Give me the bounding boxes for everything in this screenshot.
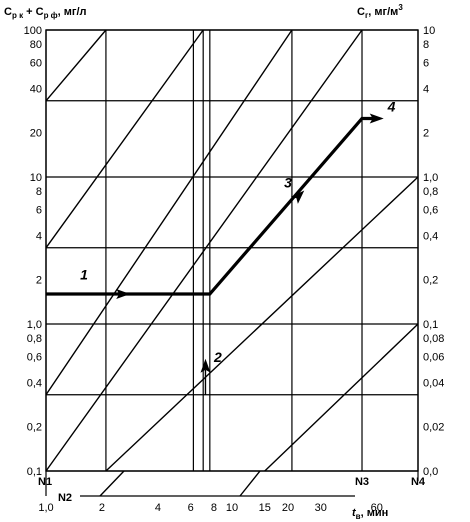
left-tick-label: 100: [24, 25, 42, 37]
left-tick-label: 8: [36, 186, 42, 198]
node-label-n4: N4: [411, 476, 426, 488]
left-tick-label: 80: [30, 39, 42, 51]
right-tick-label: 0,0: [423, 466, 438, 478]
curve-label: 3: [284, 174, 292, 190]
right-tick-label: 1,0: [423, 172, 438, 184]
left-axis-title: Cр к + Cр ф, мг/л: [4, 6, 87, 20]
solution-path: [46, 113, 384, 395]
right-tick-label: 10: [423, 25, 435, 37]
diagonal-lines: [45, 29, 419, 472]
diagonal-line: [45, 29, 363, 472]
left-tick-label: 60: [30, 58, 42, 70]
right-axis-title: Cг, мг/м3: [357, 3, 403, 20]
curve-label: 1: [80, 267, 88, 283]
right-tick-label: 0,4: [423, 230, 438, 242]
right-tick-label: 6: [423, 58, 429, 70]
x-tick-label: 15: [259, 502, 271, 514]
diagonal-extension: [239, 470, 261, 497]
left-tick-label: 0,4: [27, 377, 42, 389]
left-tick-label: 6: [36, 205, 42, 217]
frame-extensions: [45, 470, 419, 497]
left-tick-label: 10: [30, 172, 42, 184]
left-tick-label: 0,6: [27, 352, 42, 364]
right-tick-label: 0,1: [423, 319, 438, 331]
x-tick-label: 2: [99, 502, 105, 514]
left-tick-label: 0,8: [27, 333, 42, 345]
left-tick-label: 1,0: [27, 319, 42, 331]
arrowhead-shape: [290, 190, 305, 204]
right-tick-label: 0,02: [423, 422, 444, 434]
grid-lines: [45, 29, 419, 472]
x-tick-label: 1,0: [38, 502, 53, 514]
diagonal-line: [105, 176, 419, 472]
node-label-n1: N1: [38, 476, 52, 488]
arrowhead: [369, 113, 384, 124]
node-label-n2: N2: [58, 492, 72, 504]
arrowhead: [200, 358, 211, 373]
x-tick-label: 30: [315, 502, 327, 514]
right-tick-label: 8: [423, 39, 429, 51]
right-tick-label: 0,2: [423, 275, 438, 287]
x-tick-label: 60: [371, 502, 383, 514]
x-axis-title: tв, мин: [352, 507, 388, 521]
diagonal-line: [45, 29, 204, 249]
left-tick-label: 0,2: [27, 422, 42, 434]
x-tick-label: 10: [226, 502, 238, 514]
x-tick-label: 4: [155, 502, 161, 514]
diagonal-line: [264, 323, 419, 472]
arrowhead: [290, 190, 305, 204]
left-tick-label: 20: [30, 128, 42, 140]
left-tick-label: 40: [30, 83, 42, 95]
x-tick-label: 20: [282, 502, 294, 514]
arrowhead-shape: [369, 113, 384, 124]
left-tick-label: 0,1: [27, 466, 42, 478]
left-tick-label: 2: [36, 275, 42, 287]
solution-path-line: [46, 116, 377, 296]
curve-label: 4: [387, 98, 396, 114]
arrowhead-shape: [200, 358, 211, 373]
right-tick-label: 0,08: [423, 333, 444, 345]
plot-frame: [45, 29, 419, 472]
right-tick-label: 0,06: [423, 352, 444, 364]
arrowhead-shape: [116, 289, 131, 299]
diagonal-line: [45, 29, 107, 102]
chart-labels: 100 80 60 40 20 10 8 6 4 2 1,0 0,8 0,6 0,4 0,2 0,1 10 8 6 4…: [24, 25, 445, 514]
arrowhead: [116, 289, 131, 299]
x-tick-label: 8: [211, 502, 217, 514]
node-label-n3: N3: [355, 476, 369, 488]
left-tick-label: 4: [36, 230, 42, 242]
right-tick-label: 0,6: [423, 205, 438, 217]
diagonal-extension: [99, 470, 125, 497]
x-tick-label: 6: [188, 502, 194, 514]
right-tick-label: 0,04: [423, 377, 444, 389]
right-tick-label: 0,8: [423, 186, 438, 198]
diagonal-line: [45, 29, 293, 396]
right-tick-label: 2: [423, 128, 429, 140]
right-tick-label: 4: [423, 83, 429, 95]
curve-label: 2: [213, 349, 222, 365]
